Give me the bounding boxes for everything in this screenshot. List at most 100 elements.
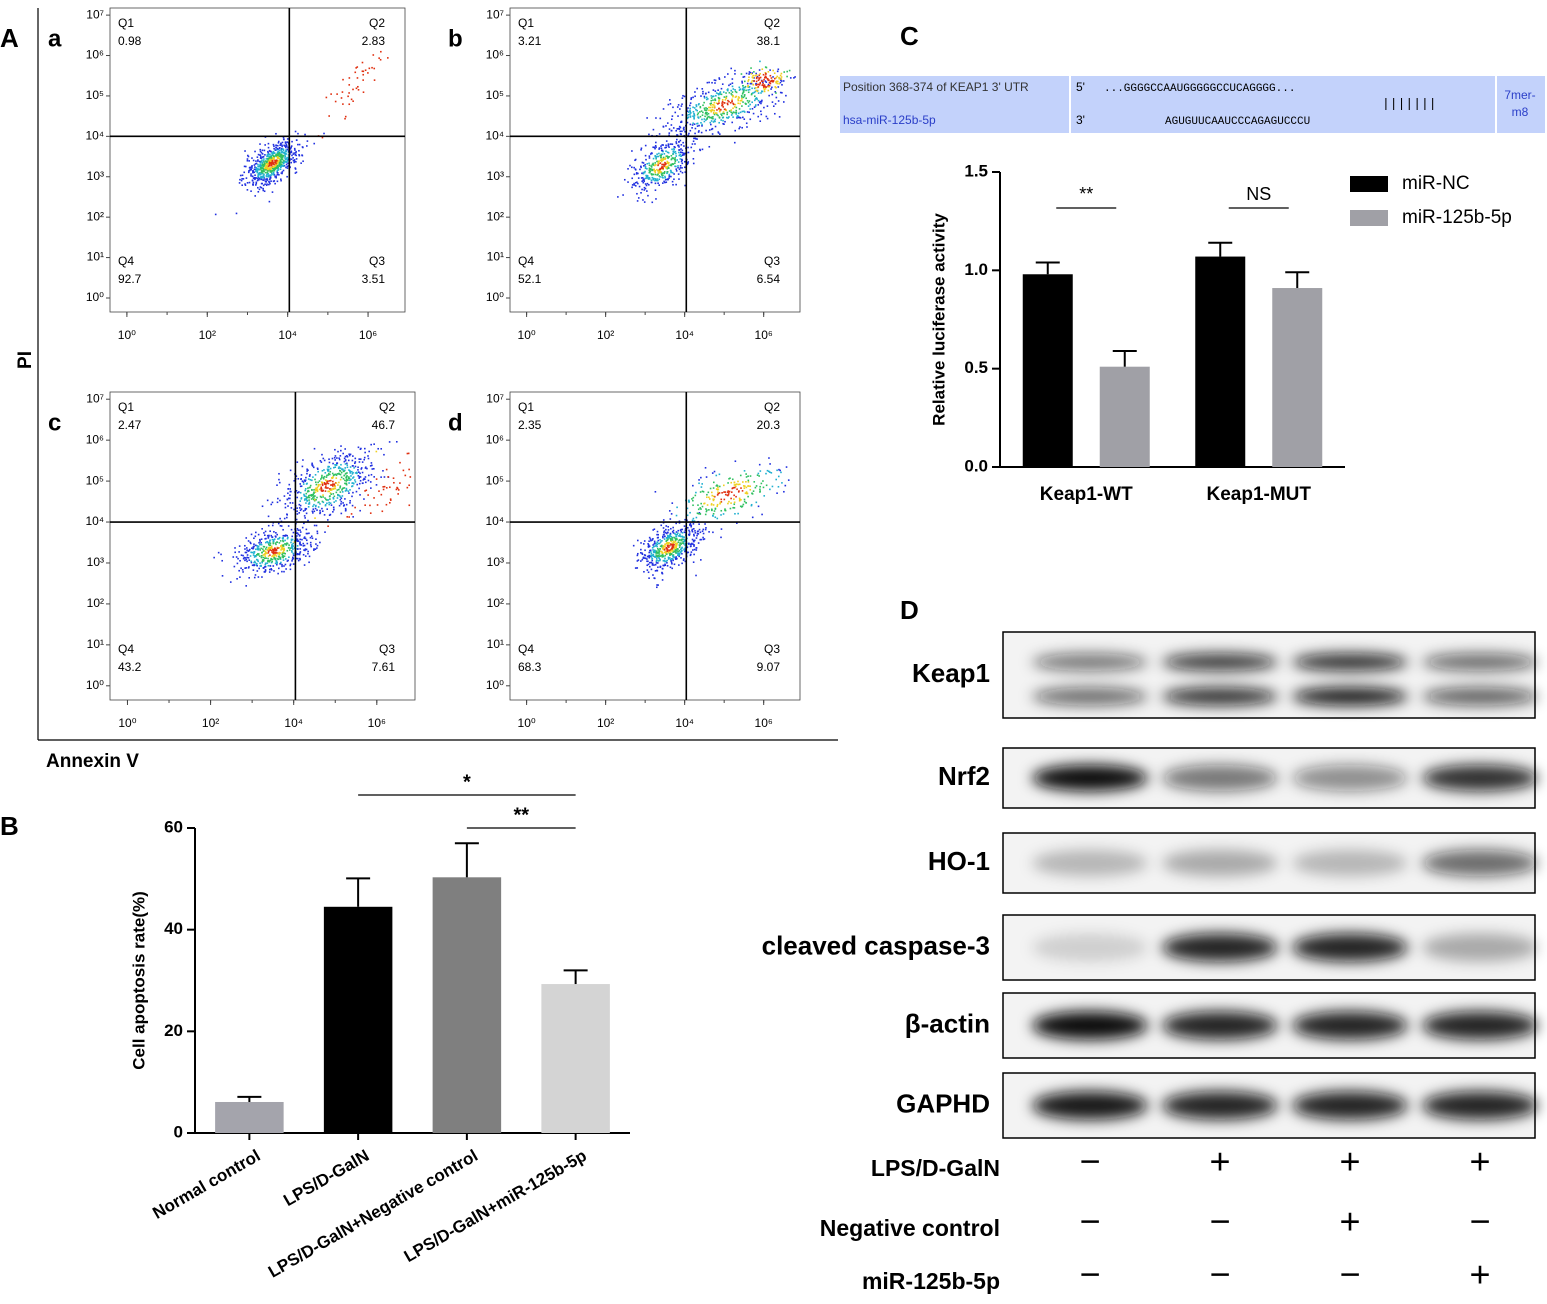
- event-dot: [689, 545, 692, 548]
- event-dot: [647, 194, 649, 197]
- event-dot: [278, 547, 281, 549]
- event-dot: [291, 545, 293, 547]
- event-dot: [276, 144, 279, 147]
- event-dot: [257, 153, 260, 156]
- event-dot: [344, 463, 347, 465]
- event-dot: [256, 559, 259, 561]
- event-dot: [697, 533, 700, 535]
- event-dot: [309, 484, 312, 487]
- event-dot: [249, 168, 252, 171]
- event-dot: [640, 177, 643, 179]
- event-dot: [260, 157, 263, 159]
- event-dot: [339, 498, 342, 501]
- event-dot: [284, 558, 287, 560]
- event-dot: [713, 104, 715, 106]
- event-dot: [695, 574, 697, 577]
- event-dot: [264, 551, 267, 553]
- event-dot: [772, 69, 774, 72]
- event-dot: [280, 161, 283, 163]
- event-dot: [364, 476, 367, 478]
- event-dot: [284, 552, 286, 555]
- event-dot: [644, 154, 647, 157]
- event-dot: [664, 146, 666, 149]
- event-dot: [652, 178, 655, 181]
- event-dot: [349, 502, 351, 504]
- event-dot: [693, 137, 695, 140]
- event-dot: [256, 547, 259, 549]
- event-dot: [352, 471, 354, 474]
- event-dot: [408, 504, 411, 507]
- event-dot: [661, 159, 663, 161]
- event-dot: [728, 100, 730, 103]
- event-dot: [347, 479, 349, 481]
- event-dot: [344, 467, 347, 469]
- event-dot: [786, 70, 789, 73]
- event-dot: [317, 506, 320, 508]
- event-dot: [667, 529, 670, 531]
- event-dot: [656, 584, 658, 586]
- event-dot: [669, 103, 672, 105]
- event-dot: [392, 477, 395, 480]
- event-dot: [744, 85, 747, 88]
- event-dot: [716, 505, 718, 508]
- event-dot: [349, 479, 351, 482]
- event-dot: [757, 115, 760, 118]
- event-dot: [669, 558, 672, 561]
- event-dot: [408, 484, 410, 487]
- event-dot: [671, 502, 674, 504]
- event-dot: [267, 541, 269, 544]
- y-tick-label: 10⁴: [485, 514, 504, 528]
- event-dot: [648, 184, 650, 186]
- event-dot: [296, 461, 299, 463]
- event-dot: [780, 79, 782, 82]
- event-dot: [251, 547, 253, 549]
- event-dot: [676, 533, 679, 536]
- event-dot: [266, 155, 269, 157]
- event-dot: [238, 569, 240, 572]
- event-dot: [361, 70, 364, 73]
- event-dot: [250, 175, 252, 177]
- event-dot: [679, 167, 682, 169]
- event-dot: [737, 483, 740, 486]
- event-dot: [711, 494, 714, 497]
- event-dot: [768, 94, 770, 97]
- event-dot: [704, 513, 707, 516]
- event-dot: [348, 476, 350, 478]
- event-dot: [306, 542, 309, 545]
- event-dot: [659, 176, 661, 178]
- event-dot: [722, 122, 724, 125]
- event-dot: [727, 492, 730, 494]
- event-dot: [642, 162, 645, 164]
- event-dot: [292, 159, 295, 162]
- event-dot: [748, 76, 750, 79]
- event-dot: [680, 535, 682, 538]
- event-dot: [736, 115, 738, 118]
- event-dot: [654, 173, 657, 176]
- event-dot: [700, 95, 702, 97]
- event-dot: [263, 550, 266, 552]
- event-dot: [329, 492, 332, 494]
- event-dot: [267, 153, 270, 155]
- event-dot: [770, 472, 773, 474]
- event-dot: [305, 498, 308, 501]
- event-dot: [314, 474, 317, 476]
- event-dot: [382, 470, 384, 472]
- event-dot: [270, 170, 273, 173]
- event-dot: [304, 549, 306, 552]
- event-dot: [265, 164, 268, 167]
- event-dot: [655, 554, 657, 556]
- event-dot: [307, 487, 309, 489]
- event-dot: [745, 492, 748, 495]
- event-dot: [340, 445, 342, 447]
- event-dot: [271, 547, 273, 550]
- event-dot: [718, 485, 721, 488]
- event-dot: [263, 566, 266, 568]
- event-dot: [244, 544, 246, 547]
- event-dot: [662, 150, 664, 153]
- event-dot: [667, 556, 670, 559]
- event-dot: [257, 160, 259, 162]
- event-dot: [373, 497, 375, 499]
- event-dot: [404, 474, 407, 477]
- event-dot: [716, 494, 719, 496]
- event-dot: [643, 557, 646, 559]
